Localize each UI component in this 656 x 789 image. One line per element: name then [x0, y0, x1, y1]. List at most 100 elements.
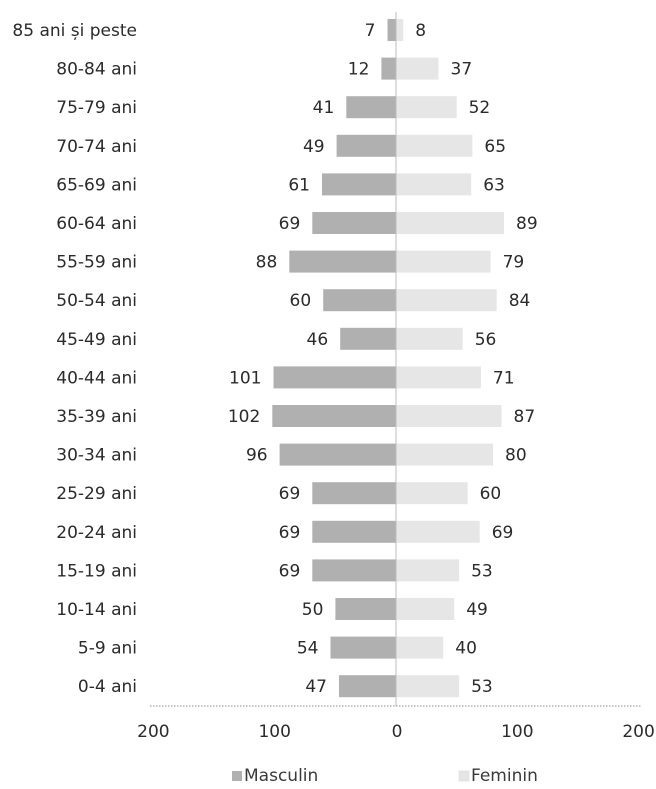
bar-feminin [396, 482, 468, 505]
bar-feminin [396, 675, 460, 698]
bar-masculin [312, 559, 396, 582]
bar-feminin [396, 636, 444, 659]
value-label-feminin: 80 [505, 446, 527, 466]
value-label-feminin: 49 [466, 600, 488, 620]
value-label-masculin: 12 [348, 60, 370, 80]
legend-swatch [458, 770, 470, 782]
category-label: 0-4 ani [78, 677, 137, 697]
bar-masculin [322, 173, 396, 196]
category-label: 80-84 ani [56, 60, 137, 80]
value-label-feminin: 53 [471, 677, 493, 697]
value-label-feminin: 56 [475, 330, 497, 350]
value-label-masculin: 47 [305, 677, 327, 697]
bar-feminin [396, 212, 504, 234]
value-label-masculin: 102 [228, 407, 260, 427]
value-label-masculin: 88 [256, 253, 278, 273]
value-label-masculin: 101 [229, 368, 261, 388]
value-label-masculin: 41 [313, 98, 335, 118]
value-label-feminin: 87 [514, 407, 536, 427]
legend-label: Feminin [471, 766, 538, 786]
bar-masculin [340, 327, 396, 350]
category-label: 15-19 ani [56, 561, 137, 581]
category-label: 35-39 ani [56, 407, 137, 427]
value-label-masculin: 61 [288, 175, 310, 195]
bar-feminin [396, 134, 473, 157]
value-label-feminin: 84 [509, 291, 531, 311]
value-label-feminin: 79 [503, 253, 525, 273]
bar-masculin [272, 405, 396, 427]
bar-masculin [346, 96, 396, 119]
value-label-masculin: 69 [279, 214, 301, 234]
bar-feminin [396, 289, 497, 312]
bar-masculin [336, 134, 396, 157]
bar-masculin [323, 289, 396, 312]
value-label-feminin: 52 [469, 98, 491, 118]
bar-masculin [312, 212, 396, 234]
x-tick-label: 0 [392, 722, 403, 742]
bar-feminin [396, 96, 457, 119]
bar-masculin [335, 598, 396, 620]
category-label: 70-74 ani [56, 137, 137, 157]
legend-label: Masculin [244, 766, 318, 786]
bar-masculin [279, 443, 396, 466]
value-label-masculin: 69 [279, 561, 301, 581]
value-label-feminin: 63 [483, 175, 505, 195]
value-label-masculin: 49 [303, 137, 325, 157]
value-labels: 7 8 12 37 41 52 49 65 61 63 69 89 88 79 60 84 46 56 101 71 1… [228, 21, 538, 697]
value-label-feminin: 53 [471, 561, 493, 581]
bar-feminin [396, 598, 455, 620]
x-tick-label: 100 [258, 722, 290, 742]
x-tick-label: 200 [137, 722, 169, 742]
value-label-masculin: 50 [302, 600, 324, 620]
category-label: 60-64 ani [56, 214, 137, 234]
value-label-masculin: 7 [365, 21, 376, 41]
legend-item-feminin: Feminin [458, 766, 538, 786]
bar-feminin [396, 520, 480, 543]
category-label: 75-79 ani [56, 98, 137, 118]
category-label: 40-44 ani [56, 368, 137, 388]
bar-feminin [396, 250, 491, 273]
category-label: 55-59 ani [56, 253, 137, 273]
bar-feminin [396, 19, 404, 41]
value-label-feminin: 37 [451, 60, 473, 80]
x-tick-label: 100 [501, 722, 533, 742]
bar-masculin [289, 250, 396, 273]
bar-feminin [396, 57, 439, 80]
value-label-masculin: 60 [290, 291, 312, 311]
category-label: 10-14 ani [56, 600, 137, 620]
category-label: 50-54 ani [56, 291, 137, 311]
x-tick-label: 200 [622, 722, 654, 742]
legend-swatch [232, 771, 242, 781]
bar-masculin [312, 520, 396, 543]
feminin-bars [396, 19, 504, 698]
value-label-feminin: 69 [492, 523, 514, 543]
bar-masculin [387, 19, 396, 41]
bar-feminin [396, 366, 481, 389]
bar-masculin [330, 636, 396, 659]
bar-feminin [396, 173, 472, 196]
category-label: 25-29 ani [56, 484, 137, 504]
value-label-feminin: 65 [484, 137, 506, 157]
x-axis: 200 100 0 100 200 [137, 705, 655, 742]
category-label: 45-49 ani [56, 330, 137, 350]
legend-item-masculin: Masculin [232, 766, 318, 786]
category-label: 5-9 ani [78, 639, 137, 659]
value-label-masculin: 96 [246, 446, 268, 466]
value-label-feminin: 40 [455, 639, 477, 659]
value-label-feminin: 71 [493, 368, 515, 388]
bar-masculin [381, 57, 396, 80]
category-label: 85 ani și peste [12, 21, 137, 41]
value-label-feminin: 60 [480, 484, 502, 504]
value-label-feminin: 8 [415, 21, 426, 41]
bar-feminin [396, 443, 493, 466]
value-label-masculin: 54 [297, 639, 319, 659]
bar-masculin [339, 675, 396, 698]
category-labels: 85 ani și peste 80-84 ani 75-79 ani 70-74 a… [12, 21, 137, 697]
value-label-feminin: 89 [516, 214, 538, 234]
value-label-masculin: 69 [279, 523, 301, 543]
bar-feminin [396, 405, 502, 427]
masculin-bars [272, 19, 396, 698]
value-label-masculin: 69 [279, 484, 301, 504]
category-label: 20-24 ani [56, 523, 137, 543]
